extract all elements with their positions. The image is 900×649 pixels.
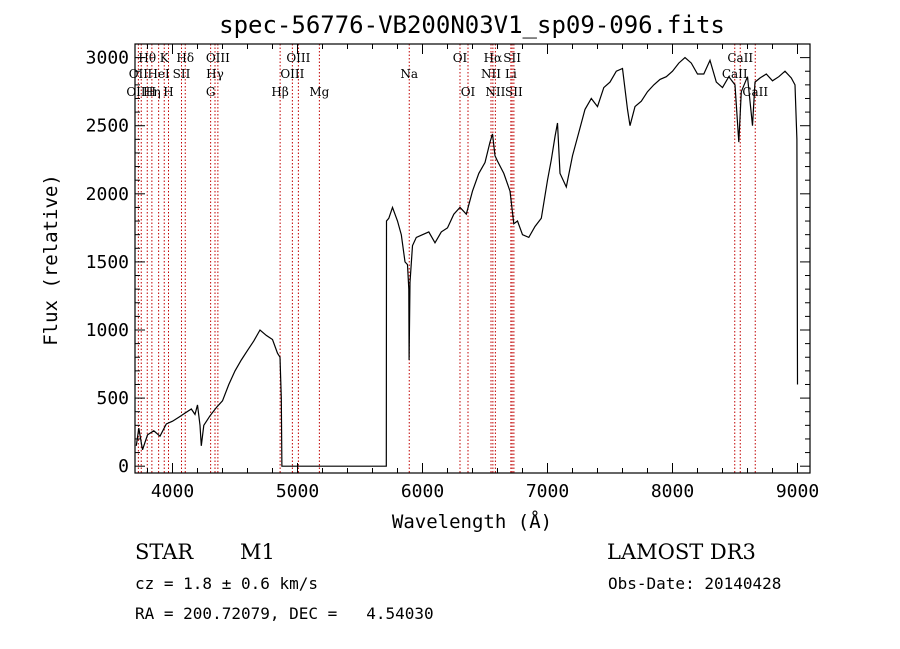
- emission-line-label: K: [160, 51, 170, 65]
- y-tick-label: 3000: [86, 48, 129, 69]
- emission-line-label: G: [206, 85, 216, 99]
- emission-line-label: CaII: [722, 67, 748, 81]
- survey-name: LAMOST DR3: [607, 540, 756, 564]
- emission-line-label: OIII: [286, 51, 310, 65]
- axis-ticks: 4000 5000 6000 7000 8000 9000 0 500 1000 1500 2000…: [86, 43, 819, 502]
- emission-line-label: OIII: [280, 67, 304, 81]
- y-tick-label: 1000: [86, 320, 129, 341]
- y-tick-label: 2500: [86, 116, 129, 137]
- redshift-cz: cz = 1.8 ± 0.6 km/s: [135, 574, 319, 593]
- emission-line-label: Hγ: [206, 67, 224, 81]
- object-subclass: M1: [240, 540, 275, 564]
- emission-line-label: SII: [505, 85, 523, 99]
- obs-date: Obs-Date: 20140428: [608, 574, 782, 593]
- emission-line-label: HeI: [147, 67, 170, 81]
- y-tick-label: 2000: [86, 184, 129, 205]
- emission-line-label: Hβ: [271, 85, 288, 99]
- chart-title: spec-56776-VB200N03V1_sp09-096.fits: [219, 11, 725, 39]
- plot-frame: [134, 43, 811, 474]
- emission-line-label: OIII: [206, 51, 230, 65]
- emission-line-labels: OIIOIIHHθHηHeIKHSIIHδGHγOIIIHβOIIIOIIIMg…: [126, 51, 768, 99]
- x-tick-label: 4000: [151, 481, 194, 502]
- emission-line-label: OI: [453, 51, 468, 65]
- x-tick-label: 7000: [526, 481, 569, 502]
- emission-line-label: OI: [461, 85, 476, 99]
- y-tick-label: 0: [118, 456, 129, 477]
- emission-line-markers: [137, 44, 756, 473]
- emission-line-label: SII: [173, 67, 191, 81]
- emission-line-label: NII: [481, 67, 501, 81]
- emission-line-label: Hδ: [176, 51, 194, 65]
- y-tick-label: 500: [96, 388, 129, 409]
- x-tick-label: 8000: [651, 481, 694, 502]
- emission-line-label: CaII: [742, 85, 768, 99]
- emission-line-label: Hθ: [138, 51, 156, 65]
- emission-line-label: Mg: [309, 85, 329, 99]
- y-axis-label: Flux (relative): [40, 174, 62, 346]
- emission-line-label: SII: [503, 51, 521, 65]
- x-tick-label: 9000: [776, 481, 819, 502]
- emission-line-label: H: [163, 85, 173, 99]
- emission-line-label: OIIH: [126, 85, 156, 99]
- x-tick-label: 6000: [401, 481, 444, 502]
- emission-line-label: Hη: [143, 85, 161, 99]
- emission-line-label: CaII: [727, 51, 753, 65]
- object-class: STAR: [135, 540, 194, 564]
- x-axis-label: Wavelength (Å): [392, 510, 552, 533]
- emission-line-label: OII: [129, 67, 149, 81]
- emission-line-label: Na: [400, 67, 418, 81]
- coordinates: RA = 200.72079, DEC = 4.54030: [135, 604, 434, 623]
- emission-line-label: NII: [485, 85, 505, 99]
- x-tick-label: 5000: [276, 481, 319, 502]
- emission-line-label: Hα: [484, 51, 503, 65]
- flux-series-line: [135, 56, 799, 467]
- y-tick-label: 1500: [86, 252, 129, 273]
- emission-line-label: Li: [505, 67, 517, 81]
